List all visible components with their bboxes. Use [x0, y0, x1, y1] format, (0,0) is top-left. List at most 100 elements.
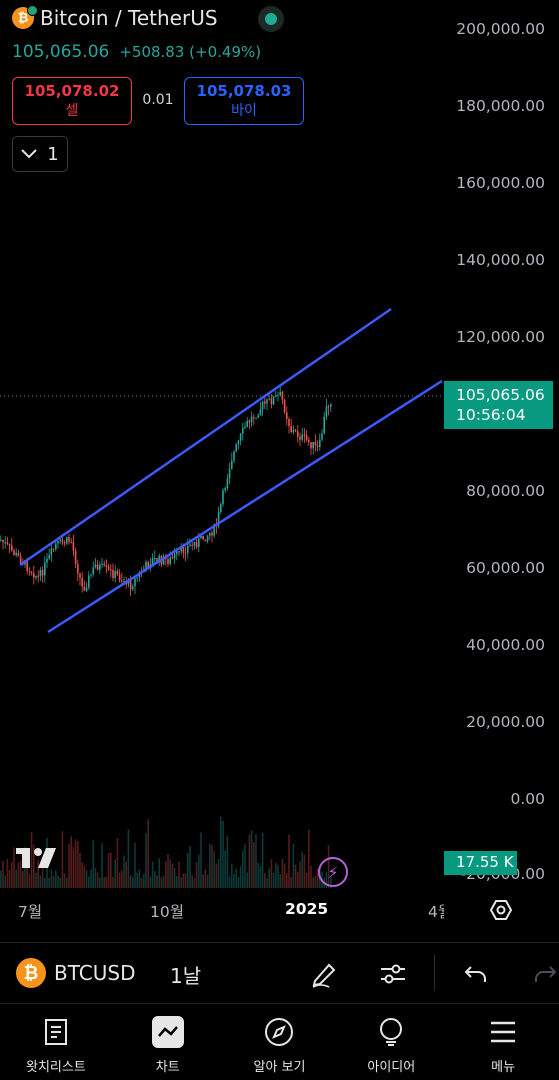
nav-label: 차트	[155, 1060, 180, 1075]
volume-bar	[103, 877, 105, 888]
undo-button[interactable]	[458, 956, 494, 992]
price-chart[interactable]	[0, 0, 559, 940]
candle-body	[297, 431, 299, 437]
price-tick: 40,000.00	[466, 636, 545, 654]
indicators-button[interactable]	[375, 956, 411, 992]
candle-body	[178, 551, 180, 553]
candle-body	[61, 539, 64, 543]
nav-explore[interactable]: 알아 보기	[224, 1006, 336, 1080]
volume-bar	[28, 873, 31, 888]
volume-bar	[105, 876, 108, 888]
candle-body	[44, 562, 46, 576]
volume-bar	[259, 866, 262, 888]
volume-bar	[70, 836, 72, 888]
candle-body	[277, 395, 279, 397]
volume-bar	[94, 867, 97, 888]
candle-body	[325, 406, 328, 417]
volume-bar	[275, 862, 277, 888]
volume-bar	[187, 852, 189, 888]
sell-label: 셀	[65, 103, 79, 119]
lower-trendline[interactable]	[47, 379, 443, 634]
candle-body	[222, 490, 224, 505]
candle-body	[308, 439, 310, 443]
volume-bar	[217, 858, 220, 888]
volume-bar	[211, 845, 213, 888]
candle-body	[270, 398, 273, 405]
lightning-icon[interactable]: ⚡	[318, 857, 348, 887]
volume-bar	[72, 846, 75, 888]
candle-body	[228, 468, 231, 479]
candle-body	[8, 543, 11, 546]
candle-body	[253, 416, 255, 418]
candle-body	[211, 532, 213, 536]
drawing-tool-button[interactable]	[306, 956, 342, 992]
volume-bar	[178, 861, 180, 888]
volume-bar	[191, 875, 193, 888]
candle-body	[2, 539, 4, 543]
candle-body	[59, 539, 61, 541]
nav-label: 알아 보기	[253, 1060, 306, 1075]
volume-bar	[158, 858, 160, 888]
volume-bar	[233, 873, 235, 888]
candle-body	[189, 544, 191, 546]
volume-bar	[8, 869, 11, 888]
volume-bar	[66, 877, 68, 888]
candle-body	[176, 551, 178, 555]
time-label-year: 2025	[285, 900, 329, 918]
chart-toolbar: ₿ BTCUSD 1날	[0, 942, 559, 1004]
bitcoin-logo-icon: ₿	[16, 958, 46, 988]
candle-body	[99, 564, 101, 570]
sliders-icon	[381, 964, 405, 984]
menu-icon	[491, 1021, 516, 1043]
volume-bar	[316, 868, 319, 888]
candle-body	[224, 487, 226, 491]
candle-body	[158, 555, 160, 563]
bitcoin-logo-icon: ₿	[12, 5, 38, 29]
candle-body	[257, 415, 259, 418]
candle-body	[312, 441, 314, 449]
candle-body	[28, 570, 31, 572]
chart-settings-icon[interactable]	[489, 898, 513, 922]
volume-bar	[182, 873, 185, 888]
candle-body	[191, 544, 193, 546]
candle-body	[79, 573, 81, 578]
candle-body	[88, 575, 90, 588]
candle-body	[299, 436, 301, 440]
redo-button[interactable]	[530, 956, 559, 992]
volume-bar	[239, 866, 242, 888]
last-price-tag-value: 105,065.06	[456, 386, 545, 404]
candle-body	[301, 434, 303, 440]
watchlist-icon	[44, 1019, 67, 1045]
nav-menu[interactable]: 메뉴	[447, 1006, 559, 1080]
volume-bar	[52, 875, 55, 888]
volume-bar	[171, 863, 174, 888]
candle-body	[134, 578, 136, 587]
quantity-selector[interactable]: 1	[12, 136, 68, 172]
volume-bar	[165, 861, 167, 888]
candle-body	[261, 401, 264, 410]
buy-button[interactable]: 105,078.03 바이	[184, 77, 304, 125]
interval-selector[interactable]: 1날	[170, 964, 202, 988]
volume-bar	[231, 863, 233, 888]
market-open-status-icon[interactable]	[258, 6, 284, 32]
volume-bar	[92, 839, 94, 888]
pair-title: Bitcoin / TetherUS	[40, 6, 218, 30]
candle-body	[182, 546, 185, 553]
volume-bar	[202, 874, 204, 888]
candle-body	[202, 535, 204, 540]
candle-body	[268, 398, 270, 400]
volume-bar	[184, 873, 187, 888]
candle-body	[173, 554, 176, 559]
nav-ideas[interactable]: 아이디어	[335, 1006, 447, 1080]
upper-trendline[interactable]	[19, 307, 392, 567]
sell-button[interactable]: 105,078.02 셀	[12, 77, 132, 125]
candle-body	[19, 556, 22, 564]
nav-watchlist[interactable]: 왓치리스트	[0, 1006, 112, 1080]
symbol-title[interactable]: ₿ Bitcoin / TetherUS	[12, 4, 218, 32]
volume-bar	[305, 872, 308, 888]
volume-bar	[11, 861, 13, 888]
volume-bar	[118, 872, 121, 888]
tradingview-logo-icon[interactable]	[16, 846, 62, 870]
symbol-selector[interactable]: ₿ BTCUSD	[16, 958, 135, 988]
nav-chart[interactable]: 차트	[112, 1006, 224, 1080]
